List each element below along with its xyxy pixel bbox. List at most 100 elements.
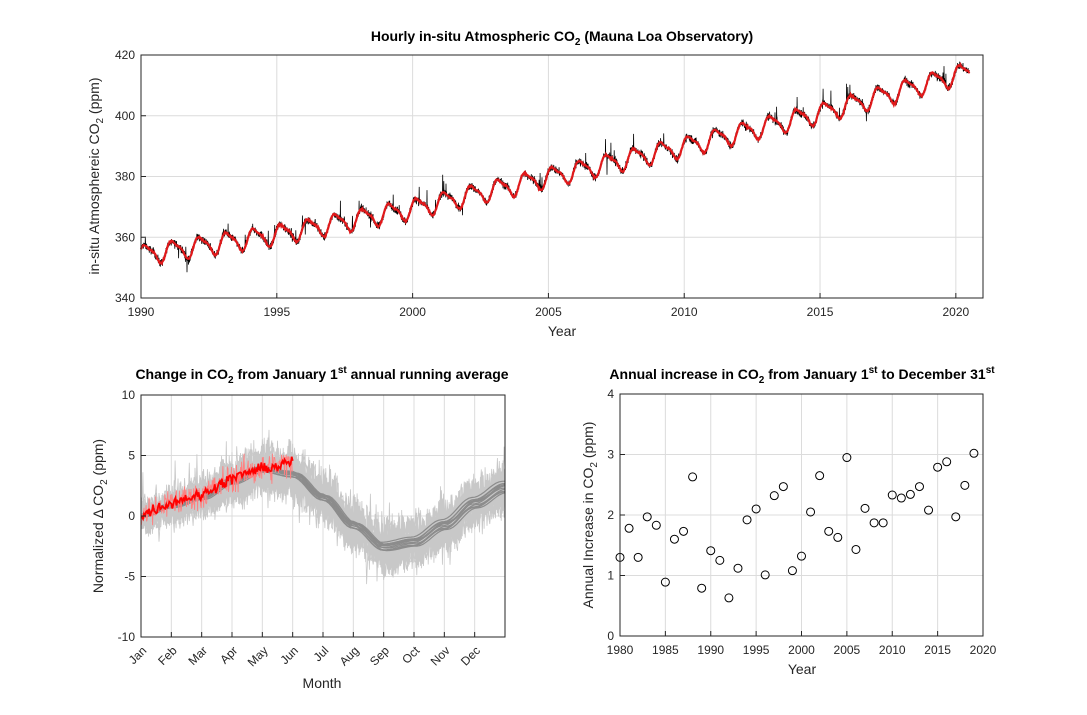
br-x-tick-label: 2010 [879, 643, 906, 657]
br-scatter-point [751, 504, 761, 514]
bl-x-tick-label: Aug [337, 643, 362, 668]
br-scatter-point [869, 518, 879, 528]
br-scatter-point [842, 453, 852, 463]
br-y-tick-label: 2 [607, 508, 614, 522]
br-scatter-point [797, 551, 806, 561]
br-scatter-point [688, 472, 698, 482]
top-smoothed-series [139, 62, 971, 266]
br-scatter-point [951, 512, 961, 522]
top-x-axis-label: Year [548, 323, 577, 339]
bl-y-tick-label: -5 [124, 570, 135, 584]
top-x-tick-label: 2015 [807, 305, 834, 319]
bl-x-axis-label: Month [303, 675, 342, 691]
br-x-tick-label: 2015 [924, 643, 951, 657]
br-scatter-point [969, 448, 979, 458]
top-x-tick-label: 2010 [671, 305, 698, 319]
br-scatter-point [742, 515, 752, 525]
br-x-tick-label: 1995 [743, 643, 770, 657]
br-scatter-point [715, 555, 725, 565]
br-scatter-point [724, 593, 734, 603]
br-y-axis-label: Annual Increase in CO2 (ppm) [580, 422, 600, 609]
br-y-tick-label: 4 [607, 387, 614, 401]
br-scatter-point [733, 563, 743, 573]
bl-x-tick-label: Jan [126, 643, 150, 667]
br-y-tick-label: 1 [607, 569, 614, 583]
br-scatter-point [914, 482, 924, 492]
bl-x-tick-label: Oct [399, 643, 423, 667]
bl-y-tick-label: 0 [128, 509, 135, 523]
top-tick-marks [140, 54, 957, 299]
top-x-tick-label: 1995 [263, 305, 290, 319]
br-x-tick-labels: 1980 1985 1990 1995 2000 2005 2010 2015 2020 [607, 643, 997, 657]
top-y-tick-label: 360 [115, 230, 135, 244]
top-x-tick-label: 2020 [942, 305, 969, 319]
br-x-tick-label: 1990 [697, 643, 724, 657]
br-scatter-point [706, 546, 716, 556]
top-y-tick-label: 380 [115, 170, 135, 184]
br-scatter-point [679, 526, 689, 536]
br-scatter-point [624, 523, 634, 533]
bl-x-tick-label: Mar [186, 643, 211, 668]
bottom-left-panel-seasonal: Jan Feb Mar Apr May Jun Jul Aug Sep Oct Nov Dec -10… [90, 365, 509, 691]
bl-title: Change in CO2 from January 1st annual ru… [135, 365, 508, 386]
top-x-tick-label: 2000 [399, 305, 426, 319]
br-x-tick-label: 1980 [607, 643, 634, 657]
bl-x-tick-label: Jun [277, 643, 301, 667]
bl-x-tick-label: May [245, 643, 271, 669]
bl-x-tick-label: Dec [458, 643, 483, 668]
br-scatter-point [878, 518, 888, 528]
br-scatter-point [815, 471, 825, 481]
br-scatter-point [787, 566, 797, 576]
top-y-tick-labels: 340 360 380 400 420 [115, 48, 135, 305]
br-y-tick-labels: 0 1 2 3 4 [607, 387, 614, 643]
br-x-tick-label: 1985 [652, 643, 679, 657]
bl-x-tick-label: Feb [155, 643, 180, 668]
br-scatter-point [669, 534, 679, 544]
br-scatter-point [642, 512, 652, 522]
br-scatter-point [760, 570, 770, 580]
top-y-tick-label: 420 [115, 48, 135, 62]
top-y-tick-label: 340 [115, 291, 135, 305]
br-scatter-point [851, 544, 861, 554]
br-y-tick-label: 3 [607, 448, 614, 462]
br-scatter-point [860, 503, 870, 513]
br-scatter-point [933, 462, 943, 472]
br-tick-marks [619, 393, 984, 637]
top-y-tick-label: 400 [115, 109, 135, 123]
top-y-axis-label: in-situ Atmosphereic CO2 (ppm) [86, 78, 106, 275]
top-x-tick-label: 1990 [128, 305, 155, 319]
bl-x-tick-label: Nov [428, 643, 453, 668]
br-scatter-point [924, 505, 934, 515]
bl-x-tick-label: Sep [367, 643, 392, 668]
bl-y-tick-label: 10 [122, 388, 136, 402]
br-scatter-point [769, 491, 779, 501]
br-x-tick-label: 2000 [788, 643, 815, 657]
bl-y-tick-label: -10 [118, 630, 136, 644]
top-x-tick-label: 2005 [535, 305, 562, 319]
top-title: Hourly in-situ Atmospheric CO2 (Mauna Lo… [371, 28, 753, 48]
top-panel-hourly-co2: 1990 1995 2000 2005 2010 2015 2020 340 360 380 40… [86, 28, 984, 339]
br-x-axis-label: Year [788, 661, 817, 677]
br-scatter-points [615, 448, 979, 603]
bl-x-tick-labels: Jan Feb Mar Apr May Jun Jul Aug Sep Oct Nov Dec [126, 643, 483, 669]
br-scatter-point [887, 490, 897, 500]
br-scatter-point [905, 489, 915, 499]
br-title: Annual increase in CO2 from January 1st … [609, 365, 995, 386]
br-scatter-point [960, 480, 970, 490]
br-x-tick-label: 2005 [834, 643, 861, 657]
br-y-tick-label: 0 [607, 629, 614, 643]
br-scatter-point [806, 507, 816, 517]
bl-current-smooth-series [140, 456, 294, 522]
bl-y-axis-label: Normalized Δ CO2 (ppm) [90, 439, 110, 593]
br-scatter-point [660, 577, 670, 587]
bl-y-tick-label: 5 [128, 449, 135, 463]
br-scatter-point [896, 493, 906, 503]
br-scatter-point [778, 482, 788, 492]
bl-y-tick-labels: -10 -5 0 5 10 [118, 388, 136, 644]
br-x-tick-label: 2020 [970, 643, 997, 657]
br-scatter-point [942, 457, 952, 467]
br-scatter-point [697, 583, 707, 593]
br-scatter-point [824, 526, 834, 536]
bl-x-tick-label: Jul [311, 643, 332, 664]
